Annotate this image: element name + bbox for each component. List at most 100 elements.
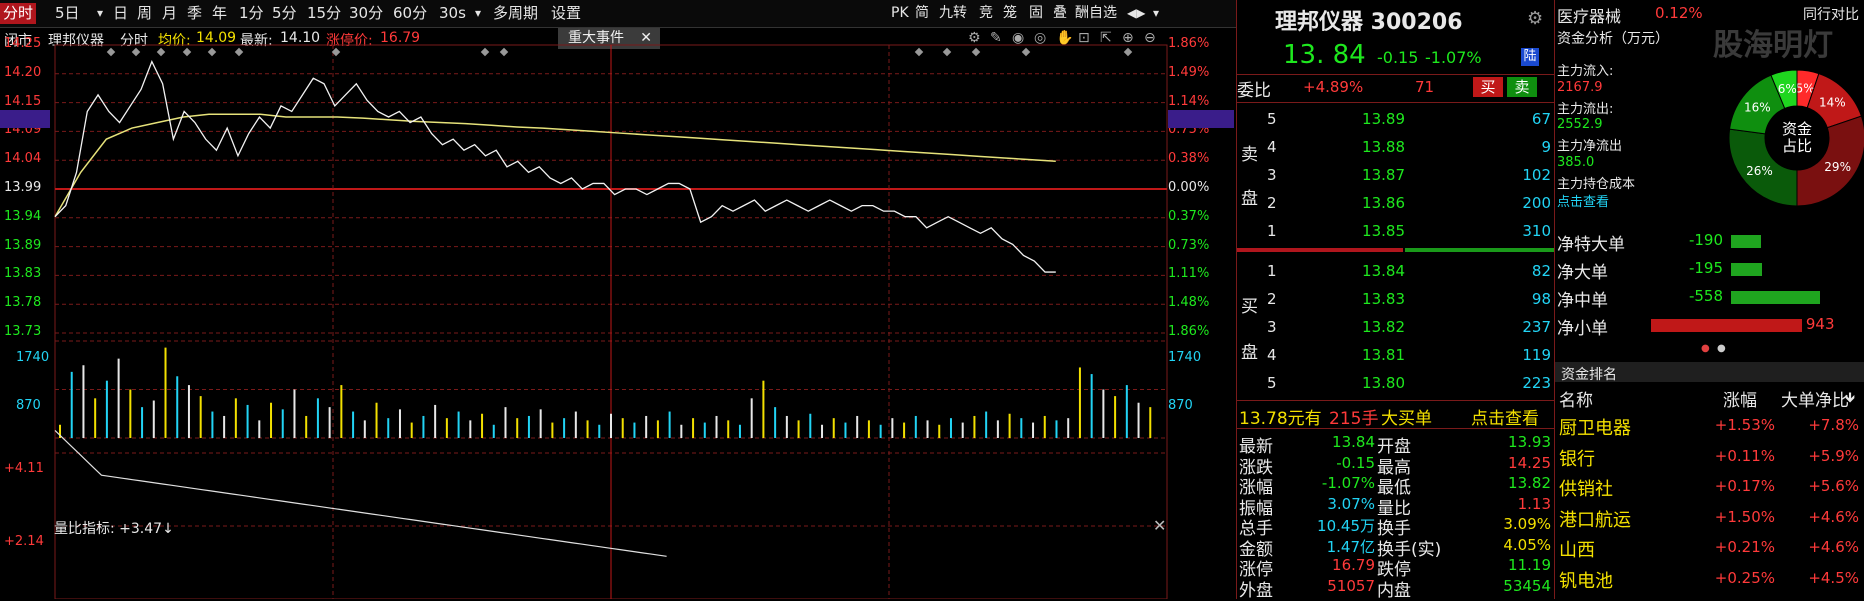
major-events-tab[interactable]: 重大事件 ✕ <box>558 28 660 49</box>
donut-slice <box>1796 115 1864 207</box>
chevron-down-icon[interactable]: ▾ <box>1153 6 1160 20</box>
export-icon[interactable]: ⇱ <box>1100 30 1112 46</box>
tab-5day[interactable]: 5日 <box>55 4 80 22</box>
book-price[interactable]: 13.81 <box>1362 346 1405 364</box>
sector-pct: 0.12% <box>1655 4 1703 22</box>
stat-value: 51057 <box>1327 576 1375 595</box>
event-marker[interactable] <box>942 47 952 57</box>
sector-name[interactable]: 医疗器械 <box>1557 7 1622 26</box>
holding-cost-link[interactable]: 点击查看 <box>1557 195 1610 210</box>
tab-year[interactable]: 年 <box>212 4 228 22</box>
cage-button[interactable]: 笼 <box>1003 5 1017 21</box>
event-marker[interactable] <box>182 47 192 57</box>
event-marker[interactable] <box>106 47 116 57</box>
book-price[interactable]: 13.85 <box>1362 222 1405 240</box>
fix-button[interactable]: 固 <box>1029 5 1043 21</box>
event-marker[interactable] <box>914 47 924 57</box>
page-dot-active[interactable]: ● <box>1701 343 1710 354</box>
volume-bar <box>996 420 999 438</box>
auction-button[interactable]: 竞 <box>979 5 993 21</box>
chevron-down-icon[interactable]: ▾ <box>475 6 482 20</box>
book-price[interactable]: 13.87 <box>1362 166 1405 184</box>
page-dot[interactable]: ● <box>1717 343 1726 354</box>
book-price[interactable]: 13.80 <box>1362 374 1405 392</box>
volume-bar <box>422 415 425 438</box>
tab-30min[interactable]: 30分 <box>349 4 384 22</box>
event-marker[interactable] <box>499 47 509 57</box>
event-marker[interactable] <box>1021 47 1031 57</box>
rank-header-name[interactable]: 名称 <box>1559 391 1593 411</box>
rank-name[interactable]: 银行 <box>1559 448 1595 470</box>
event-marker[interactable] <box>234 47 244 57</box>
pk-button[interactable]: PK <box>891 5 909 21</box>
stat-value: 3.09% <box>1503 515 1551 533</box>
tab-week[interactable]: 周 <box>137 4 153 22</box>
tab-1min[interactable]: 1分 <box>239 4 264 22</box>
intraday-chart[interactable] <box>0 28 1236 599</box>
volume-bar <box>469 420 472 438</box>
book-price[interactable]: 13.83 <box>1362 290 1405 308</box>
volume-bar <box>949 418 952 438</box>
tab-30s[interactable]: 30s <box>439 4 466 22</box>
zoom-in-icon[interactable]: ⊕ <box>1122 30 1134 46</box>
rank-header-pct[interactable]: 涨幅 <box>1723 391 1757 411</box>
tab-day[interactable]: 日 <box>113 4 129 22</box>
eye-icon[interactable]: ◉ <box>1012 30 1025 46</box>
gear-icon[interactable]: ⚙ <box>968 30 981 46</box>
event-marker[interactable] <box>1123 47 1133 57</box>
overlay-button[interactable]: 叠 <box>1053 5 1067 21</box>
rank-header-ratio[interactable]: 大单净比 <box>1781 391 1849 411</box>
zoom-out-icon[interactable]: ⊖ <box>1144 30 1156 46</box>
book-price[interactable]: 13.89 <box>1362 110 1405 128</box>
event-marker[interactable] <box>480 47 490 57</box>
event-marker[interactable] <box>156 47 166 57</box>
event-marker[interactable] <box>971 47 981 57</box>
stat-label: 开盘 <box>1377 437 1411 457</box>
add-watchlist-button[interactable]: 酬自选 <box>1075 5 1117 21</box>
tab-season[interactable]: 季 <box>187 4 203 22</box>
simple-button[interactable]: 简 <box>915 5 929 21</box>
tab-15min[interactable]: 15分 <box>307 4 342 22</box>
divider <box>1237 400 1555 401</box>
volume-bar <box>985 411 988 438</box>
tab-intraday[interactable]: 分时 <box>0 3 37 24</box>
hand-icon[interactable]: ✋ <box>1056 30 1074 46</box>
book-price[interactable]: 13.86 <box>1362 194 1405 212</box>
volume-bar <box>797 420 800 438</box>
volume-bar <box>832 418 835 438</box>
peer-compare-tab[interactable]: 同行对比 <box>1803 7 1859 23</box>
book-price[interactable]: 13.88 <box>1362 138 1405 156</box>
book-price[interactable]: 13.84 <box>1362 262 1405 280</box>
nine-turn-button[interactable]: 九转 <box>939 5 967 21</box>
volume-bar <box>961 422 964 438</box>
rank-name[interactable]: 山西 <box>1559 540 1595 561</box>
sort-desc-icon[interactable]: 🡻 <box>1845 390 1856 406</box>
rank-name[interactable]: 厨卫电器 <box>1559 418 1631 439</box>
eye-off-icon[interactable]: ◎ <box>1034 30 1047 46</box>
chevron-down-icon[interactable]: ▾ <box>97 6 104 20</box>
net-flow-bar <box>1651 319 1802 332</box>
tab-multi-period[interactable]: 多周期 <box>493 4 539 22</box>
rank-name[interactable]: 供销社 <box>1559 479 1613 500</box>
gear-icon[interactable]: ⚙ <box>1527 8 1544 29</box>
big-order-link[interactable]: 点击查看 <box>1471 409 1539 429</box>
sell-button[interactable]: 卖 <box>1507 77 1537 97</box>
book-volume: 98 <box>1531 290 1551 308</box>
close-icon[interactable]: ✕ <box>640 30 652 46</box>
rank-name[interactable]: 港口航运 <box>1559 509 1631 531</box>
rank-name[interactable]: 钒电池 <box>1559 570 1613 592</box>
event-marker[interactable] <box>331 47 341 57</box>
volume-bar <box>434 404 437 438</box>
book-price[interactable]: 13.82 <box>1362 318 1405 336</box>
event-marker[interactable] <box>131 47 141 57</box>
tab-60min[interactable]: 60分 <box>393 4 428 22</box>
pen-icon[interactable]: ✎ <box>990 30 1002 46</box>
tab-5min[interactable]: 5分 <box>272 4 297 22</box>
tab-month[interactable]: 月 <box>162 4 178 22</box>
lock-icon[interactable]: ⊡ <box>1078 30 1090 46</box>
buy-button[interactable]: 买 <box>1473 77 1503 97</box>
pager-arrows-icon[interactable]: ◀▶ <box>1127 6 1146 20</box>
event-marker[interactable] <box>207 47 217 57</box>
settings-button[interactable]: 设置 <box>551 4 582 22</box>
close-icon[interactable]: ✕ <box>1153 516 1167 535</box>
